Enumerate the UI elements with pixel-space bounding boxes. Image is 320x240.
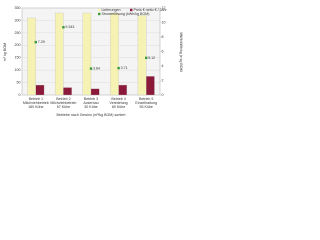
x-tick-label: Betrieb 1 Milchviehbetrieb 180 Kühe bbox=[23, 97, 49, 109]
y-tick-label: 50 bbox=[17, 81, 21, 85]
bar bbox=[82, 12, 92, 96]
y-tick-label: 250 bbox=[15, 31, 21, 35]
bar bbox=[54, 12, 64, 96]
y-tick-label: 100 bbox=[15, 68, 21, 72]
y2-tick-label: 4 bbox=[162, 64, 164, 68]
data-label: 7.29 bbox=[38, 40, 45, 44]
y-tick-label: 350 bbox=[15, 6, 21, 10]
y2-axis-title: MWh/kWh/kg je kg BOM bbox=[179, 32, 183, 71]
bar bbox=[118, 84, 128, 96]
x-tick-label: Betrieb 5 Einzelhaltung 55 Kühe bbox=[135, 97, 157, 109]
marker bbox=[117, 66, 120, 70]
bar bbox=[90, 88, 100, 96]
legend-label: Preis € netto € / Jahr bbox=[134, 8, 168, 12]
y2-tick-label: 12 bbox=[162, 6, 166, 10]
marker bbox=[145, 56, 148, 60]
legend-swatch bbox=[130, 8, 133, 12]
legend-swatch bbox=[98, 8, 101, 12]
marker bbox=[62, 26, 65, 29]
bar bbox=[146, 76, 155, 96]
y-axis-title: m³ kg BOM bbox=[3, 43, 7, 61]
y-tick-label: 200 bbox=[15, 43, 21, 47]
bar bbox=[27, 17, 36, 96]
legend-label: Stromerlösung (kWh/kg BOM) bbox=[102, 12, 150, 16]
bar bbox=[63, 87, 72, 96]
bar bbox=[137, 15, 147, 96]
data-label: 9.343 bbox=[65, 25, 74, 29]
data-label: 5.12 bbox=[148, 56, 155, 60]
bar bbox=[110, 12, 119, 96]
legend-swatch bbox=[98, 12, 101, 16]
x-tick-label: Betrieb 4 Veredelung 80 Kühe bbox=[110, 97, 128, 109]
y-tick-label: 150 bbox=[15, 56, 21, 60]
y-tick-label: 300 bbox=[15, 18, 21, 22]
marker bbox=[34, 40, 37, 44]
legend-label: Lieferungen bbox=[102, 8, 121, 12]
y2-tick-label: 2 bbox=[162, 78, 164, 82]
y2-tick-label: 6 bbox=[162, 49, 164, 53]
y2-tick-label: 10 bbox=[162, 20, 166, 24]
y2-tick-label: 8 bbox=[162, 35, 164, 39]
marker bbox=[89, 67, 93, 70]
y2-tick-label: 0 bbox=[162, 93, 164, 97]
y-tick-label: 0 bbox=[19, 93, 21, 97]
bar bbox=[35, 84, 45, 96]
chart: Betriebe nach Gewinn (m³/kg BOM) sortier… bbox=[3, 6, 183, 117]
x-axis-title: Betriebe nach Gewinn (m³/kg BOM) sortier… bbox=[57, 113, 126, 117]
x-tick-label: Betrieb 2 Milchviehbetrieb 57 Kühe bbox=[50, 97, 76, 109]
data-label: 3.64 bbox=[93, 67, 100, 71]
data-label: 3.71 bbox=[121, 66, 128, 70]
x-tick-label: Betrieb 3 Ackerbau 30 Kühe bbox=[83, 97, 98, 109]
